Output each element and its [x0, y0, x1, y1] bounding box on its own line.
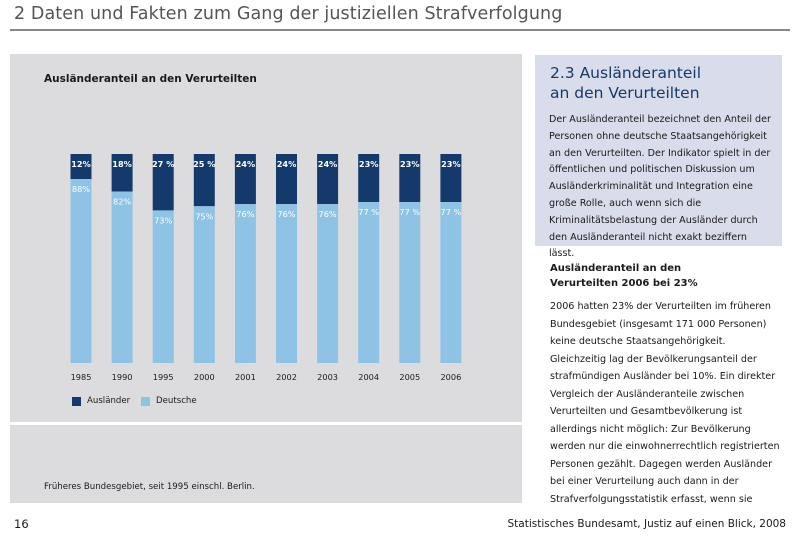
- data-label-deutsche-1995: 73%: [154, 215, 172, 225]
- bar-auslaender-1990: [111, 154, 133, 192]
- page-header-title: 2 Daten und Fakten zum Gang der justizie…: [14, 4, 563, 24]
- x-tick-label-2002: 2002: [276, 372, 297, 382]
- bar-deutsche-1990: [111, 191, 133, 363]
- data-label-deutsche-1990: 82%: [113, 197, 131, 207]
- legend-swatch-auslaender: [72, 396, 81, 406]
- x-tick-label-2004: 2004: [358, 372, 379, 382]
- x-tick-label-1990: 1990: [112, 372, 133, 382]
- bar-deutsche-2003: [317, 204, 339, 363]
- data-label-auslaender-2002: 24%: [277, 159, 297, 169]
- x-tick-label-2006: 2006: [440, 372, 461, 382]
- data-label-deutsche-2001: 76%: [236, 209, 254, 219]
- legend-item-auslaender: Ausländer: [72, 396, 130, 406]
- chart-footnote: Früheres Bundesgebiet, seit 1995 einschl…: [44, 482, 255, 492]
- x-tick-label-2003: 2003: [317, 372, 338, 382]
- bar-deutsche-2002: [276, 204, 297, 363]
- bar-auslaender-2005: [399, 154, 421, 203]
- header-divider: [10, 29, 790, 31]
- data-label-auslaender-2001: 24%: [236, 159, 256, 169]
- legend-label-deutsche: Deutsche: [156, 396, 197, 406]
- data-label-deutsche-2006: 77 %: [440, 207, 461, 217]
- data-label-auslaender-2006: 23%: [441, 159, 461, 169]
- page-number: 16: [14, 517, 29, 531]
- definition-text: Der Ausländeranteil bezeichnet den Antei…: [549, 114, 771, 260]
- section-heading-line1: 2.3 Ausländeranteil: [550, 64, 702, 82]
- x-tick-label-2005: 2005: [399, 372, 420, 382]
- data-label-auslaender-2005: 23%: [400, 159, 420, 169]
- data-label-deutsche-1985: 88%: [72, 184, 90, 194]
- legend-swatch-deutsche: [141, 396, 150, 406]
- data-label-deutsche-2005: 77 %: [399, 207, 420, 217]
- panel-separator: [10, 422, 522, 425]
- data-label-deutsche-2002: 76%: [277, 209, 295, 219]
- bar-auslaender-2004: [358, 154, 380, 203]
- bar-auslaender-1995: [152, 154, 174, 211]
- chart-title: Ausländeranteil an den Verurteilten: [44, 73, 257, 85]
- bar-deutsche-2000: [193, 206, 215, 363]
- legend-item-deutsche: Deutsche: [141, 396, 197, 406]
- bar-auslaender-1985: [70, 154, 92, 180]
- bar-auslaender-2001: [234, 154, 256, 205]
- subsection-heading-line2: Verurteilten 2006 bei 23%: [550, 278, 698, 289]
- bar-auslaender-2002: [276, 154, 297, 205]
- data-label-deutsche-2000: 75%: [195, 211, 213, 221]
- data-label-auslaender-1995: 27 %: [152, 159, 174, 169]
- x-tick-label-1985: 1985: [71, 372, 92, 382]
- page-source: Statistisches Bundesamt, Justiz auf eine…: [507, 518, 787, 530]
- bar-deutsche-2006: [440, 202, 462, 363]
- data-label-deutsche-2003: 76%: [318, 209, 336, 219]
- bar-deutsche-2004: [358, 202, 380, 363]
- stacked-bar-chart: 12% 88% 1985 18% 82% 1990 27 % 73% 1995 25 % 75% 20…: [70, 154, 462, 382]
- legend-label-auslaender: Ausländer: [87, 396, 131, 406]
- bar-deutsche-2005: [399, 202, 421, 363]
- x-tick-label-1995: 1995: [153, 372, 174, 382]
- chart-panel: Ausländeranteil an den Verurteilten 12% 8…: [10, 54, 522, 503]
- x-tick-label-2001: 2001: [235, 372, 256, 382]
- x-tick-label-2000: 2000: [194, 372, 215, 382]
- data-label-auslaender-2000: 25 %: [193, 159, 215, 169]
- section-heading-line2: an den Verurteilten: [550, 84, 700, 102]
- data-label-deutsche-2004: 77 %: [358, 207, 379, 217]
- subsection-heading-line1: Ausländeranteil an den: [550, 263, 682, 274]
- data-label-auslaender-2003: 24%: [318, 159, 338, 169]
- bar-deutsche-2001: [234, 204, 256, 363]
- section-heading: 2.3 Ausländeranteil an den Verurteilten: [550, 63, 701, 103]
- definition-box: 2.3 Ausländeranteil an den Verurteilten …: [535, 55, 782, 259]
- bar-deutsche-1995: [152, 210, 174, 363]
- data-label-auslaender-2004: 23%: [359, 159, 379, 169]
- bar-auslaender-2000: [193, 154, 215, 207]
- bar-auslaender-2006: [440, 154, 462, 203]
- bar-auslaender-2003: [317, 154, 339, 205]
- data-label-auslaender-1985: 12%: [71, 159, 91, 169]
- subsection-heading: Ausländeranteil an den Verurteilten 2006…: [550, 261, 782, 291]
- data-label-auslaender-1990: 18%: [112, 159, 132, 169]
- body-paragraph: 2006 hatten 23% der Verurteilten im früh…: [550, 301, 780, 505]
- bar-deutsche-1985: [70, 179, 92, 363]
